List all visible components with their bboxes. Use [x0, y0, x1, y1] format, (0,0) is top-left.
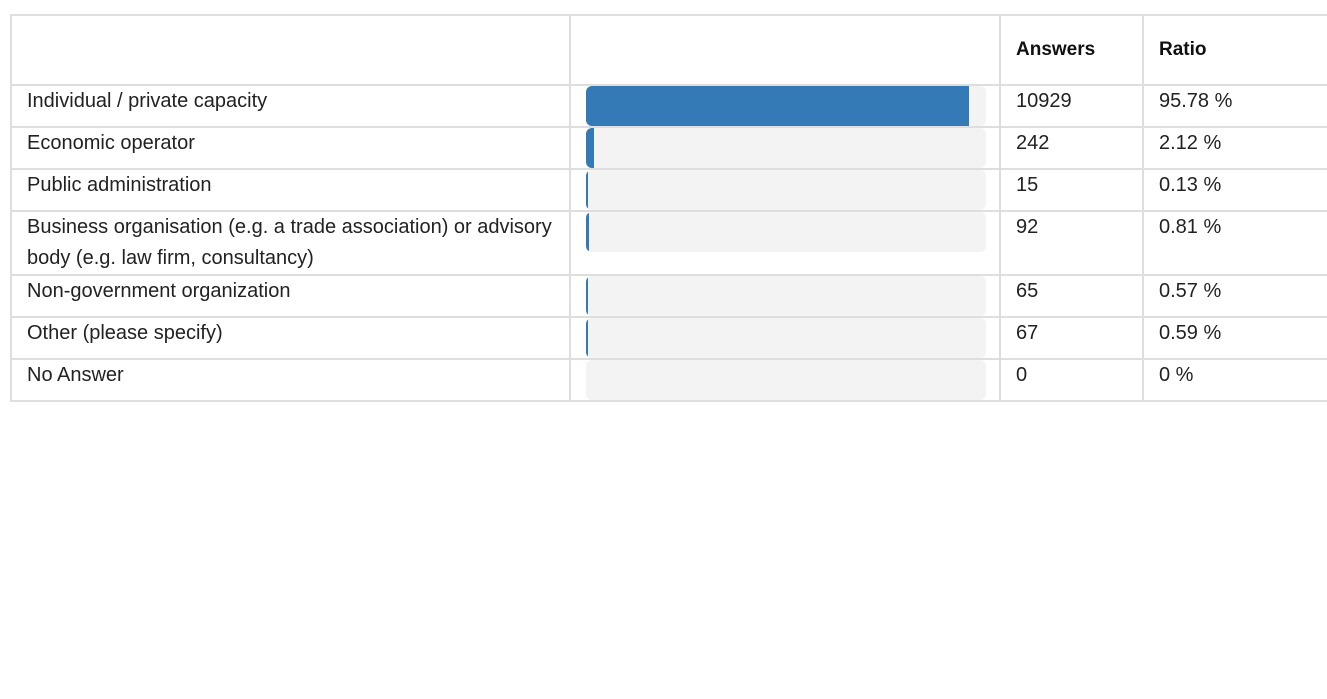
row-answers: 0 [999, 358, 1144, 402]
row-answers: 67 [999, 316, 1144, 360]
table-header-row: Answers Ratio [10, 14, 1327, 86]
table-row: Other (please specify) 67 0.59 % [10, 316, 1327, 360]
row-label-cell: Business organisation (e.g. a trade asso… [10, 210, 571, 276]
table-row: Non-government organization 65 0.57 % [10, 274, 1327, 318]
progress-bar-track [586, 212, 986, 252]
row-label: Individual / private capacity [27, 90, 268, 112]
row-bar-cell [569, 316, 1001, 360]
row-ratio: 0.57 % [1142, 274, 1327, 318]
table-row: Business organisation (e.g. a trade asso… [10, 210, 1327, 276]
row-bar-cell [569, 126, 1001, 170]
row-label: Economic operator [27, 132, 195, 154]
progress-bar-track [586, 86, 986, 126]
header-answers: Answers [999, 14, 1144, 86]
row-answers: 65 [999, 274, 1144, 318]
progress-bar-track [586, 318, 986, 358]
header-ratio: Ratio [1142, 14, 1327, 86]
row-bar-cell [569, 358, 1001, 402]
results-table: Answers Ratio Individual / private capac… [10, 14, 1327, 402]
progress-bar-fill [586, 128, 595, 168]
row-label-cell: Non-government organization [10, 274, 571, 318]
row-answers: 92 [999, 210, 1144, 276]
progress-bar-fill [586, 212, 590, 252]
row-label: No Answer [27, 364, 124, 386]
progress-bar-fill [586, 170, 588, 210]
table-row: No Answer 0 0 % [10, 358, 1327, 402]
row-ratio: 0.13 % [1142, 168, 1327, 212]
row-ratio: 0 % [1142, 358, 1327, 402]
table-row: Economic operator 242 2.12 % [10, 126, 1327, 170]
row-label: Other (please specify) [27, 322, 223, 344]
row-bar-cell [569, 84, 1001, 128]
row-bar-cell [569, 168, 1001, 212]
row-label: Non-government organization [27, 280, 291, 302]
row-bar-cell [569, 274, 1001, 318]
row-answers: 242 [999, 126, 1144, 170]
row-ratio: 0.81 % [1142, 210, 1327, 276]
row-ratio: 0.59 % [1142, 316, 1327, 360]
header-bar [569, 14, 1001, 86]
progress-bar-fill [586, 86, 970, 126]
progress-bar-track [586, 128, 986, 168]
progress-bar-fill [586, 318, 589, 358]
row-ratio: 95.78 % [1142, 84, 1327, 128]
progress-bar-fill [586, 276, 589, 316]
row-label: Public administration [27, 174, 212, 196]
progress-bar-track [586, 170, 986, 210]
row-label: Business organisation (e.g. a trade asso… [27, 216, 552, 269]
row-answers: 10929 [999, 84, 1144, 128]
row-answers: 15 [999, 168, 1144, 212]
row-label-cell: Public administration [10, 168, 571, 212]
row-ratio: 2.12 % [1142, 126, 1327, 170]
progress-bar-track [586, 360, 986, 400]
header-fragment [0, 0, 420, 14]
table-row: Individual / private capacity 10929 95.78 … [10, 84, 1327, 128]
row-label-cell: Individual / private capacity [10, 84, 571, 128]
header-label [10, 14, 571, 86]
row-label-cell: Other (please specify) [10, 316, 571, 360]
row-label-cell: No Answer [10, 358, 571, 402]
progress-bar-track [586, 276, 986, 316]
row-bar-cell [569, 210, 1001, 276]
table-row: Public administration 15 0.13 % [10, 168, 1327, 212]
row-label-cell: Economic operator [10, 126, 571, 170]
